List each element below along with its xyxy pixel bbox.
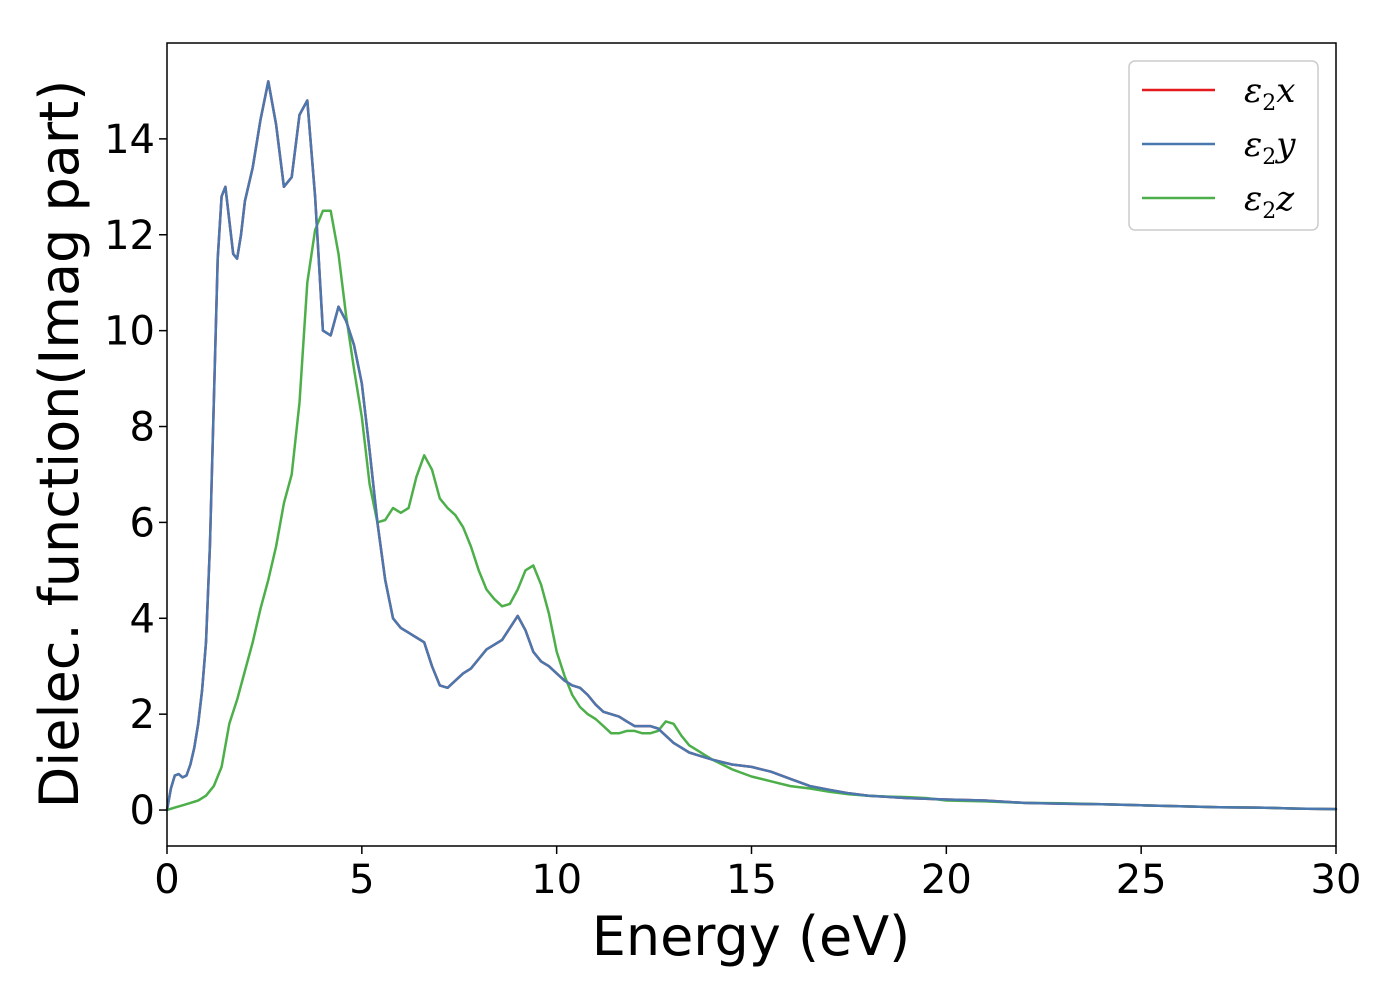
- y-tick-label: 0: [130, 788, 155, 834]
- legend-label-z: ε2z: [1244, 179, 1295, 224]
- x-tick-label: 5: [349, 857, 374, 903]
- y-axis: 0 2 4 6 8 10 12 14: [104, 117, 167, 834]
- series-line-y: [165, 80, 1338, 812]
- y-tick-label: 8: [130, 405, 155, 451]
- x-tick-label: 10: [531, 857, 582, 903]
- x-axis: 0 5 10 15 20 25 30: [154, 846, 1361, 903]
- legend-symbol: ε: [1244, 179, 1262, 219]
- x-tick-label: 20: [921, 857, 972, 903]
- y-axis-label: Dielec. function(Imag part): [28, 80, 91, 809]
- legend-variable: z: [1275, 179, 1295, 219]
- legend-symbol: ε: [1244, 125, 1262, 165]
- plot-frame: [166, 42, 1337, 847]
- y-tick-label: 14: [104, 117, 155, 163]
- y-tick-label: 4: [130, 596, 155, 642]
- y-tick-label: 6: [130, 500, 155, 546]
- y-tick-label: 2: [130, 692, 155, 738]
- x-axis-label: Energy (eV): [592, 905, 911, 968]
- y-tick-label: 10: [104, 309, 155, 355]
- x-tick-label: 0: [154, 857, 179, 903]
- x-tick-label: 25: [1116, 857, 1167, 903]
- x-tick-label: 15: [726, 857, 777, 903]
- legend-label-y: ε2y: [1244, 125, 1296, 170]
- series-layer: [165, 80, 1338, 812]
- legend-label-x: ε2x: [1244, 71, 1295, 116]
- legend-subscript: 2: [1262, 199, 1276, 224]
- legend-variable: y: [1274, 125, 1296, 165]
- legend-variable: x: [1276, 71, 1295, 111]
- legend-subscript: 2: [1262, 91, 1276, 116]
- y-tick-label: 12: [104, 213, 155, 259]
- legend-symbol: ε: [1244, 71, 1262, 111]
- legend-box: [1128, 60, 1319, 231]
- legend-subscript: 2: [1262, 145, 1276, 170]
- x-tick-label: 30: [1311, 857, 1362, 903]
